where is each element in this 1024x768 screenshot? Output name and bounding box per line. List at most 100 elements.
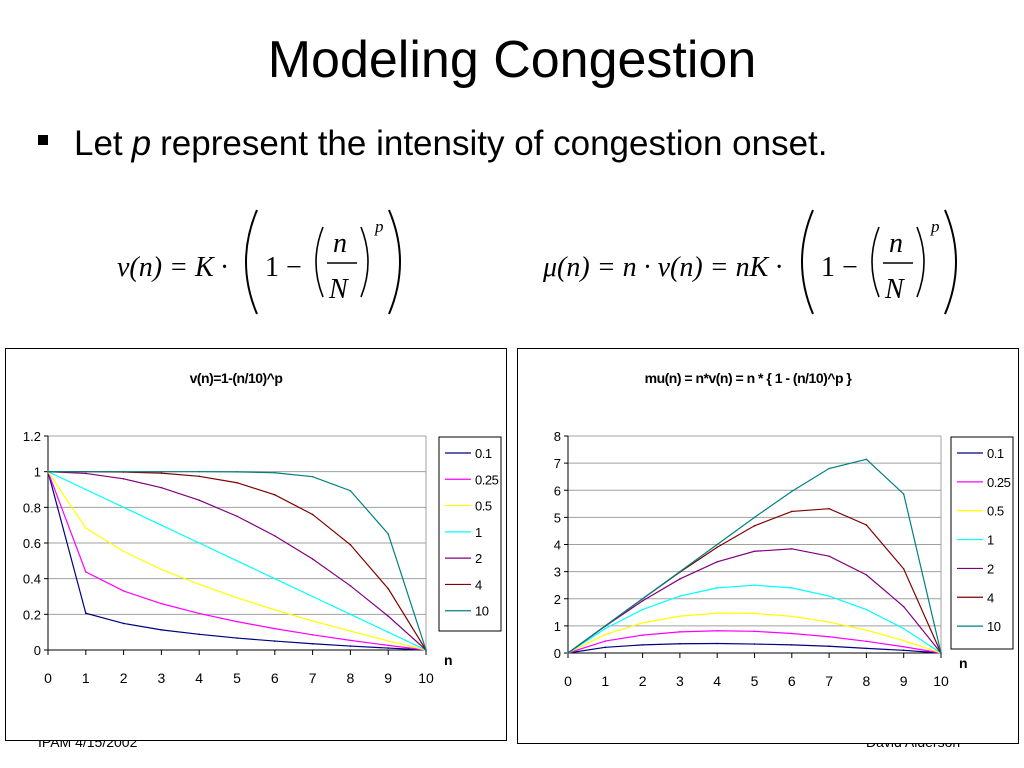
data-point: [828, 635, 830, 638]
data-point: [902, 649, 905, 652]
series-0.5: [567, 612, 942, 654]
data-point: [716, 587, 718, 589]
data-point: [753, 524, 756, 527]
data-point: [902, 568, 905, 570]
data-point: [311, 558, 314, 560]
chart-v-panel: v(n)=1-(n/10)^p 0 0.2 0.4 0.6 0.8 1 1.2 0 1 2 3 4 5 6 7…: [5, 348, 507, 741]
series-line: [567, 548, 942, 654]
x-tick-label: 3: [676, 673, 684, 689]
data-point: [604, 640, 607, 642]
series-0.1: [47, 470, 427, 651]
series-0.25: [47, 470, 427, 651]
x-tick-label: 10: [933, 673, 949, 689]
data-point: [753, 643, 756, 645]
data-point: [940, 652, 942, 654]
bullet-variable-p: p: [131, 124, 152, 163]
equation-mu-denominator: N: [884, 274, 905, 305]
x-tick-label: 5: [751, 673, 759, 689]
data-point: [198, 612, 200, 615]
bullet-text-before: Let: [74, 124, 123, 163]
y-tick-label: 6: [554, 483, 561, 498]
data-point: [274, 609, 276, 611]
data-point: [274, 471, 276, 474]
y-tick-label: 0.8: [23, 500, 41, 515]
data-point: [311, 634, 314, 636]
series-0.1: [567, 642, 942, 654]
data-point: [198, 583, 200, 586]
data-point: [902, 639, 905, 642]
y-tick-label: 0: [34, 643, 41, 658]
data-point: [716, 543, 718, 546]
y-tick-label: 0.4: [23, 572, 41, 587]
data-point: [828, 507, 830, 510]
bullet-line: Let p represent the intensity of congest…: [38, 124, 827, 164]
x-tick-label: 2: [120, 670, 128, 686]
chart-title: v(n)=1-(n/10)^p: [190, 370, 283, 386]
data-point: [311, 620, 314, 622]
data-point: [753, 584, 756, 586]
equation-v: v(n) = K · 1 − n N p: [117, 209, 401, 315]
bullet-square-icon: [38, 135, 48, 145]
legend-label: 4: [987, 590, 994, 605]
chart-mu: mu(n) = n*v(n) = n * { 1 - (n/10)^p } 0 1 2…: [554, 370, 1014, 689]
data-point: [387, 640, 390, 642]
data-point: [753, 516, 756, 519]
y-tick-label: 1.2: [23, 429, 41, 444]
data-point: [85, 571, 87, 573]
data-point: [47, 470, 49, 473]
legend-label: 0.5: [475, 499, 492, 514]
legend-label: 0.1: [475, 446, 492, 461]
x-tick-label: 7: [825, 673, 833, 689]
data-point: [865, 458, 868, 461]
data-point: [122, 506, 125, 509]
x-tick-label: 0: [44, 670, 52, 686]
data-point: [387, 615, 390, 617]
x-tick-label: 1: [601, 673, 609, 689]
bullet-text-after: represent the intensity of congestion on…: [160, 124, 828, 163]
legend-box: [438, 436, 502, 632]
data-point: [349, 613, 352, 616]
y-tick-label: 1: [34, 465, 41, 480]
equation-v-exponent: p: [374, 217, 384, 236]
data-point: [902, 627, 905, 630]
data-point: [865, 608, 868, 611]
legend: 0.1 0.25 0.5 1 2 4 10: [950, 436, 1014, 650]
x-tick-label: 8: [347, 670, 355, 686]
data-point: [716, 642, 718, 645]
legend: 0.1 0.25 0.5 1 2 4 10: [438, 436, 502, 632]
y-tick-label: 0.6: [23, 536, 41, 551]
equation-mu-lhs: μ(n) = n · v(n) = nK ·: [542, 252, 782, 283]
data-point: [122, 550, 125, 553]
data-point: [753, 612, 756, 615]
data-point: [902, 493, 905, 495]
data-point: [236, 471, 238, 473]
series-line: [567, 458, 942, 654]
data-point: [198, 499, 200, 501]
data-point: [349, 489, 352, 492]
data-point: [160, 524, 163, 526]
y-tick-label: 2: [554, 592, 561, 607]
series-line: [567, 584, 942, 654]
data-point: [274, 494, 276, 496]
data-point: [236, 481, 238, 484]
legend-label: 0.25: [987, 475, 1011, 490]
data-point: [274, 627, 276, 630]
data-point: [160, 602, 163, 605]
data-point: [311, 642, 314, 645]
y-tick-label: 0.2: [23, 607, 41, 622]
legend-label: 2: [987, 561, 994, 576]
data-point: [387, 587, 390, 590]
data-point: [567, 652, 569, 654]
data-point: [311, 513, 314, 516]
data-point: [641, 600, 644, 602]
x-tick-label: 5: [233, 670, 241, 686]
x-tick-label: 0: [564, 673, 572, 689]
data-point: [160, 486, 163, 489]
data-point: [716, 561, 718, 563]
x-tick-label: 3: [158, 670, 166, 686]
data-point: [679, 615, 681, 617]
data-point: [349, 543, 352, 546]
data-point: [85, 488, 87, 491]
data-point: [387, 644, 390, 647]
x-tick-label: 10: [418, 670, 434, 686]
